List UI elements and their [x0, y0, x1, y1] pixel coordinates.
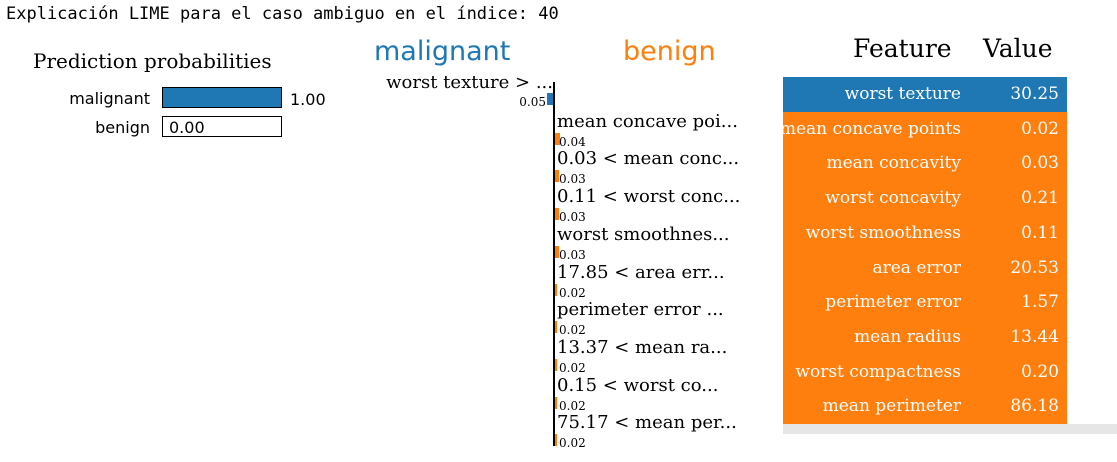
feature-label: 0.15 < worst co... [557, 374, 719, 396]
table-row: worst smoothness 0.11 [783, 215, 1067, 251]
feature-bar [555, 208, 559, 221]
feature-bar-value: 0.02 [559, 323, 586, 338]
feature-bar-value: 0.02 [559, 360, 586, 375]
feature-bar [555, 434, 558, 447]
feature-bar-value: 0.02 [559, 398, 586, 413]
feature-label: 75.17 < mean per... [557, 412, 737, 434]
feature-bar-value: 0.04 [559, 134, 586, 149]
feature-label: mean concave poi... [557, 110, 738, 132]
chart-zero-axis [553, 82, 555, 446]
table-row: worst texture 30.25 [783, 77, 1067, 112]
table-cell-feature: worst concavity [825, 188, 961, 209]
feature-bar-value: 0.02 [559, 436, 586, 451]
feature-label: 13.37 < mean ra... [557, 336, 728, 358]
table-cell-feature: area error [872, 257, 961, 278]
feature-bar-value: 0.03 [559, 247, 586, 262]
table-cell-value: 0.11 [1021, 222, 1059, 243]
table-cell-value: 0.21 [1021, 188, 1059, 209]
table-cell-value: 0.03 [1021, 153, 1059, 174]
table-cell-feature: mean perimeter [822, 396, 961, 417]
table-row: perimeter error 1.57 [783, 285, 1067, 321]
feature-bar [555, 283, 558, 296]
table-row: worst concavity 0.21 [783, 181, 1067, 217]
prediction-probabilities-title: Prediction probabilities [33, 49, 272, 73]
feature-bar [555, 396, 558, 409]
prob-label-malignant: malignant [69, 89, 150, 108]
table-cell-feature: worst texture [844, 84, 961, 104]
table-header-value: Value [983, 34, 1053, 63]
prob-value-clip: 1.00 [288, 88, 326, 113]
table-row: mean concavity 0.03 [783, 146, 1067, 182]
feature-label: worst smoothnes... [557, 223, 730, 245]
feature-label: 0.11 < worst conc... [557, 186, 741, 208]
table-cell-value: 13.44 [1010, 326, 1059, 347]
feature-label: perimeter error ... [557, 299, 724, 321]
table-cell-feature: perimeter error [825, 292, 961, 313]
class-title-malignant: malignant [374, 36, 511, 67]
table-cell-value: 1.57 [1021, 292, 1059, 313]
feature-bar [555, 245, 559, 258]
horizontal-scrollbar[interactable] [783, 424, 1117, 434]
feature-bar [555, 132, 560, 145]
prob-bar-benign: 0.00 [162, 116, 282, 137]
prob-fill-malignant [163, 88, 281, 107]
class-title-benign: benign [623, 36, 716, 67]
table-cell-feature: mean radius [854, 326, 961, 347]
feature-bar [555, 170, 559, 183]
prob-label-benign: benign [95, 118, 150, 137]
prob-value-malignant: 1.00 [290, 90, 326, 109]
prob-value-benign: 0.00 [169, 118, 205, 137]
table-cell-feature: mean concavity [826, 153, 961, 174]
feature-label: 17.85 < area err... [557, 261, 725, 283]
feature-label: worst texture > ... [386, 72, 553, 93]
page-heading: Explicación LIME para el caso ambiguo en… [6, 4, 559, 24]
feature-bar-value: 0.05 [519, 95, 546, 109]
table-cell-feature: worst smoothness [805, 222, 961, 243]
table-row: mean perimeter 86.18 [783, 389, 1067, 425]
table-cell-value: 30.25 [1010, 84, 1059, 104]
feature-bar-value: 0.03 [559, 172, 586, 187]
table-cell-value: 0.02 [1021, 118, 1059, 139]
table-header-feature: Feature [853, 34, 952, 63]
feature-bar [555, 358, 558, 371]
table-row: worst compactness 0.20 [783, 354, 1067, 390]
table-cell-value: 0.20 [1021, 361, 1059, 382]
table-cell-value: 20.53 [1010, 257, 1059, 278]
table-cell-feature: mean concave points [779, 118, 961, 139]
table-row: mean concave points 0.02 [779, 111, 1067, 147]
table-row: area error 20.53 [783, 250, 1067, 286]
feature-bar-value: 0.03 [559, 210, 586, 225]
feature-bar [547, 93, 553, 105]
table-row: mean radius 13.44 [783, 319, 1067, 355]
feature-label: 0.03 < mean conc... [557, 148, 740, 170]
table-cell-value: 86.18 [1010, 396, 1059, 417]
feature-bar-value: 0.02 [559, 285, 586, 300]
feature-bar [555, 321, 558, 334]
prob-bar-malignant [162, 87, 282, 108]
table-cell-feature: worst compactness [795, 361, 961, 382]
